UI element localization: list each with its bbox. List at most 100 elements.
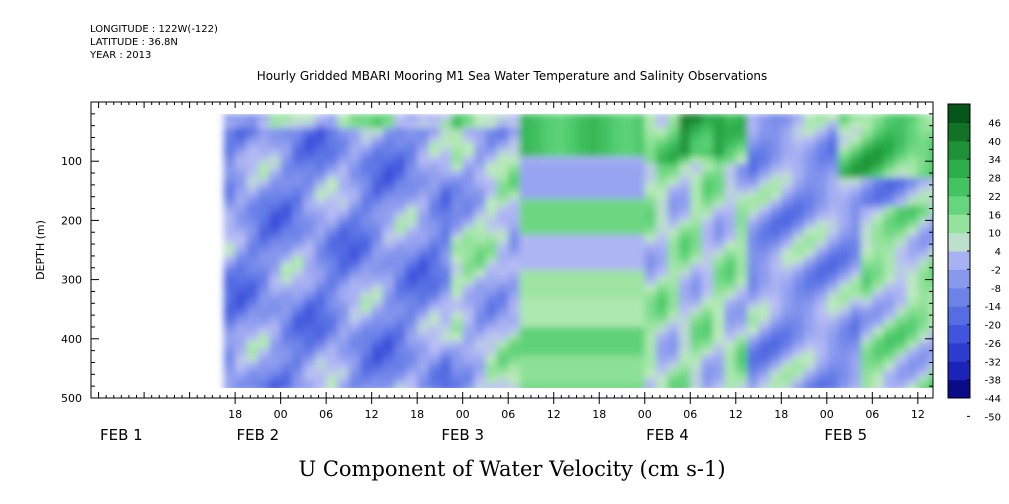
heatmap-cell	[610, 234, 623, 243]
heatmap-cell	[747, 355, 760, 364]
heatmap-cell	[292, 362, 305, 371]
heatmap-cell	[235, 227, 248, 236]
heatmap-cell	[542, 142, 555, 151]
heatmap-cell	[326, 319, 339, 328]
heatmap-cell	[849, 284, 862, 293]
heatmap-cell	[519, 213, 532, 222]
heatmap-cell	[872, 298, 885, 307]
x-tick-label: 06	[865, 408, 879, 421]
heatmap-cell	[485, 362, 498, 371]
heatmap-cell	[633, 227, 646, 236]
heatmap-cell	[667, 163, 680, 172]
heatmap-cell	[246, 149, 259, 158]
heatmap-cell	[610, 270, 623, 278]
heatmap-cell	[713, 284, 726, 293]
heatmap-cell	[872, 270, 885, 278]
heatmap-cell	[451, 270, 464, 278]
heatmap-cell	[860, 206, 874, 215]
heatmap-cell	[360, 376, 373, 385]
heatmap-cell	[428, 213, 441, 222]
heatmap-cell	[394, 334, 407, 342]
heatmap-cell	[804, 298, 817, 307]
heatmap-cell	[872, 341, 885, 350]
heatmap-cell	[701, 199, 714, 207]
heatmap-cell	[565, 277, 578, 286]
heatmap-cell	[792, 284, 805, 293]
heatmap-cell	[929, 220, 933, 229]
heatmap-cell	[929, 142, 933, 151]
heatmap-cell	[314, 383, 327, 388]
heatmap-cell	[474, 128, 487, 136]
heatmap-cell	[838, 255, 851, 264]
heatmap-cell	[735, 334, 748, 342]
heatmap-cell	[769, 206, 783, 215]
heatmap-cell	[599, 284, 612, 293]
heatmap-cell	[508, 383, 521, 388]
heatmap-cell	[474, 135, 487, 144]
heatmap-cell	[508, 128, 521, 136]
heatmap-cell	[360, 341, 373, 350]
heatmap-cell	[633, 220, 646, 229]
heatmap-cell	[599, 319, 612, 328]
heatmap-cell	[587, 327, 601, 335]
heatmap-cell	[849, 227, 862, 236]
heatmap-cell	[895, 348, 908, 357]
heatmap-cell	[280, 298, 293, 307]
heatmap-cell	[383, 248, 396, 257]
heatmap-cell	[599, 298, 612, 307]
colorbar-label: -32	[985, 357, 1001, 368]
heatmap-cell	[690, 128, 703, 136]
heatmap-cell	[531, 213, 544, 222]
heatmap-cell	[769, 241, 783, 250]
heatmap-cell	[565, 255, 578, 264]
heatmap-cell	[542, 199, 555, 207]
heatmap-cell	[303, 135, 316, 144]
heatmap-cell	[496, 334, 509, 342]
heatmap-cell	[758, 177, 771, 186]
heatmap-cell	[826, 213, 839, 222]
heatmap-cell	[474, 334, 487, 342]
heatmap-cell	[269, 334, 282, 342]
colorbar-swatch	[948, 195, 970, 215]
heatmap-cell	[576, 199, 589, 207]
heatmap-cell	[360, 291, 373, 300]
heatmap-cell	[804, 220, 817, 229]
heatmap-cell	[895, 142, 908, 151]
heatmap-cell	[519, 277, 532, 286]
heatmap-cell	[747, 149, 760, 158]
heatmap-cell	[531, 248, 544, 257]
heatmap-cell	[337, 234, 350, 243]
heatmap-cell	[587, 120, 601, 129]
colorbar-label: -20	[985, 321, 1001, 332]
heatmap-cell	[929, 227, 933, 236]
heatmap-cell	[769, 348, 783, 357]
heatmap-cell	[246, 270, 259, 278]
heatmap-cell	[496, 284, 509, 293]
heatmap-cell	[895, 163, 908, 172]
heatmap-cell	[667, 355, 680, 364]
heatmap-cell	[633, 128, 646, 136]
heatmap-cell	[565, 234, 578, 243]
heatmap-cell	[496, 199, 509, 207]
heatmap-cell	[508, 312, 521, 321]
heatmap-cell	[383, 199, 396, 207]
colorbar-label: -26	[985, 339, 1001, 350]
heatmap-cell	[360, 220, 373, 229]
heatmap-cell	[428, 369, 441, 378]
heatmap-cell	[610, 305, 623, 314]
heatmap-cell	[417, 184, 430, 193]
heatmap-cell	[360, 255, 373, 264]
heatmap-cell	[280, 248, 293, 257]
heatmap-cell	[724, 163, 737, 172]
heatmap-cell	[792, 305, 805, 314]
heatmap-cell	[371, 184, 384, 193]
heatmap-cell	[633, 355, 646, 364]
heatmap-cell	[394, 362, 407, 371]
heatmap-cell	[826, 227, 839, 236]
heatmap-cell	[257, 341, 271, 350]
heatmap-cell	[257, 206, 271, 215]
heatmap-cell	[348, 263, 362, 271]
heatmap-cell	[599, 184, 612, 193]
heatmap-cell	[883, 227, 896, 236]
heatmap-cell	[826, 362, 839, 371]
